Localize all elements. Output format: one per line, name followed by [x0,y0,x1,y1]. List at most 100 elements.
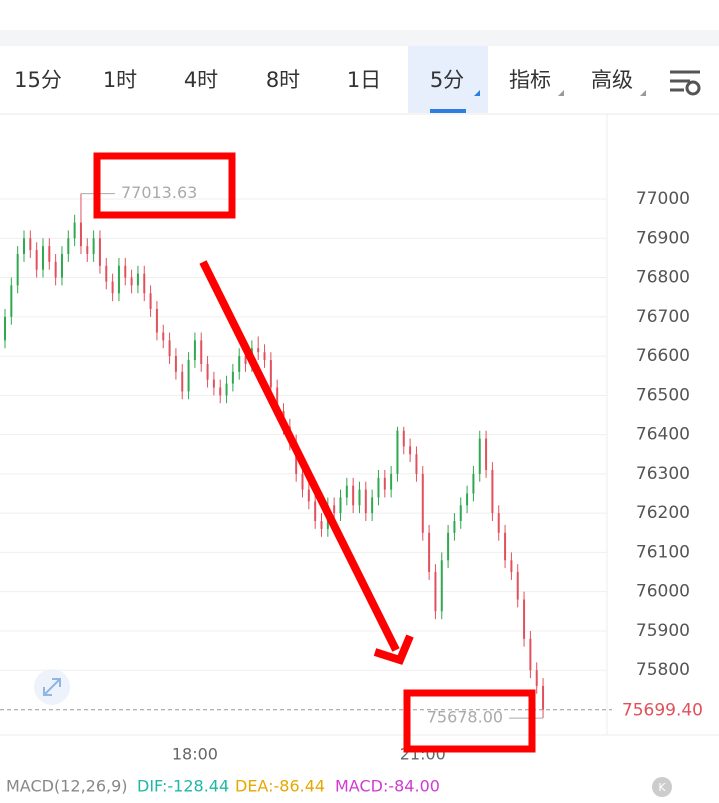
candle-body [79,222,82,247]
tab-bar: 15分 1时 4时 8时 1日 5分 指标 高级 [14,68,633,92]
candle-body [54,261,57,278]
candle-body [307,489,310,502]
y-tick-label: 76500 [636,385,690,405]
candle-body [390,473,393,490]
candle-body [193,340,196,361]
macd-label: MACD(12,26,9) [6,777,128,796]
selected-tab-bg [408,46,488,113]
candle-body [10,285,13,317]
candle-body [29,238,32,251]
tab[interactable]: 1日 [347,68,381,92]
tab-caret [558,90,564,96]
candle-body [383,477,386,490]
tab[interactable]: 1时 [103,68,137,92]
y-tick-label: 76300 [636,464,690,484]
candle-body [117,265,120,294]
candle-body [529,638,532,671]
candle-body [4,316,6,341]
candle-body [162,332,165,341]
candle-body [67,238,70,254]
last-price-label: 75699.40 [622,701,703,721]
candle-body [16,253,19,286]
settings-icon[interactable] [670,70,701,96]
candle-body [212,379,215,388]
candle-body [181,371,184,392]
last-price-tag [612,697,719,722]
candle-body [136,273,139,286]
y-tick-label: 76700 [636,307,690,327]
candle-body [453,521,456,533]
y-tick-label: 76100 [636,542,690,562]
candle-body [434,572,437,612]
candle-body [48,246,51,262]
candle-body [206,363,209,380]
tab-caret [640,90,646,96]
candle-body [41,246,44,270]
tab[interactable]: 4时 [184,68,218,92]
tab[interactable]: 15分 [14,68,62,92]
candle-body [333,505,336,514]
candle-body [421,473,424,533]
candle-body [535,670,538,686]
candle-body [263,352,266,361]
candle-body [491,469,494,514]
macd-row: MACD(12,26,9) DIF:-128.44 DEA:-86.44 MAC… [6,777,440,796]
high-label: 77013.63 [121,183,197,202]
candle-body [111,281,114,294]
y-tick-label: 75900 [636,621,690,641]
annotation-arrowhead [373,634,414,665]
candle-body [510,560,513,573]
tab[interactable]: 指标 [509,68,551,92]
candle-body [358,489,361,506]
candle-body [149,293,152,309]
candle-body [440,560,443,612]
candle-body [301,473,304,490]
y-tick-label: 75800 [636,660,690,680]
candle-body [447,532,450,561]
annotation-box [403,689,536,753]
candle-body [98,238,101,266]
x-tick-label: 18:00 [172,745,218,764]
macd-dea: DEA:-86.44 [235,777,325,796]
annotation-box [93,152,236,219]
candle-body [497,513,500,533]
candle-body [345,485,348,498]
candle-body [130,277,133,286]
candle-body [364,489,367,514]
candle-body [200,340,203,364]
candle-body [257,348,260,353]
candle-body [276,387,279,412]
y-tick-label: 76900 [636,228,690,248]
selected-tab-underline [430,109,466,113]
candle-body [143,273,146,294]
candle-body [22,238,25,254]
low-label: 75678.00 [427,708,503,727]
candle-body [73,222,76,239]
plot: 75800 75900 76000 76100 76200 76300 76400 76500… [0,183,719,764]
candle-body [92,238,95,254]
candle-body [396,430,399,474]
candle-body [86,246,89,254]
candle-body [472,473,475,494]
candle-body [402,430,405,447]
tab[interactable]: 8时 [266,68,300,92]
tab[interactable]: 5分 [430,68,464,92]
candle-body [352,485,355,506]
candle-body [523,599,526,639]
k-badge[interactable] [652,777,672,797]
tab[interactable]: 高级 [591,68,633,92]
y-tick-label: 76800 [636,268,690,288]
candle-body [339,497,342,514]
candle-body [377,477,380,498]
macd-value: MACD:-84.00 [335,777,440,796]
expand-button[interactable] [34,669,70,705]
separator [0,30,719,46]
candle-body [174,356,177,372]
candle-body [35,250,38,270]
annotation-arrow [199,260,400,652]
macd-dif: DIF:-128.44 [137,777,229,796]
candle-body [320,521,323,529]
candle-body [415,454,418,474]
candle-body [485,438,488,470]
